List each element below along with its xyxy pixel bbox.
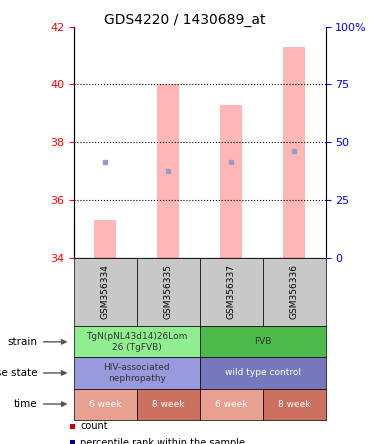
Text: GSM356334: GSM356334 bbox=[101, 265, 110, 319]
Bar bbox=[94, 220, 117, 258]
Text: GSM356337: GSM356337 bbox=[227, 265, 236, 319]
Text: time: time bbox=[13, 399, 37, 409]
Text: percentile rank within the sample: percentile rank within the sample bbox=[80, 438, 245, 444]
Text: HIV-associated
nephropathy: HIV-associated nephropathy bbox=[104, 363, 170, 383]
Text: GSM356336: GSM356336 bbox=[290, 265, 299, 319]
Text: count: count bbox=[80, 421, 108, 431]
Text: 6 week: 6 week bbox=[215, 400, 248, 408]
Bar bbox=[283, 47, 305, 258]
Text: 8 week: 8 week bbox=[278, 400, 310, 408]
Text: 8 week: 8 week bbox=[152, 400, 185, 408]
Text: GSM356335: GSM356335 bbox=[164, 265, 173, 319]
Bar bbox=[157, 84, 179, 258]
Text: FVB: FVB bbox=[254, 337, 271, 346]
Text: GDS4220 / 1430689_at: GDS4220 / 1430689_at bbox=[104, 13, 266, 28]
Text: disease state: disease state bbox=[0, 368, 37, 378]
Text: wild type control: wild type control bbox=[225, 369, 301, 377]
Text: strain: strain bbox=[7, 337, 37, 347]
Text: 6 week: 6 week bbox=[89, 400, 122, 408]
Text: TgN(pNL43d14)26Lom
26 (TgFVB): TgN(pNL43d14)26Lom 26 (TgFVB) bbox=[86, 332, 188, 352]
Bar bbox=[220, 105, 242, 258]
